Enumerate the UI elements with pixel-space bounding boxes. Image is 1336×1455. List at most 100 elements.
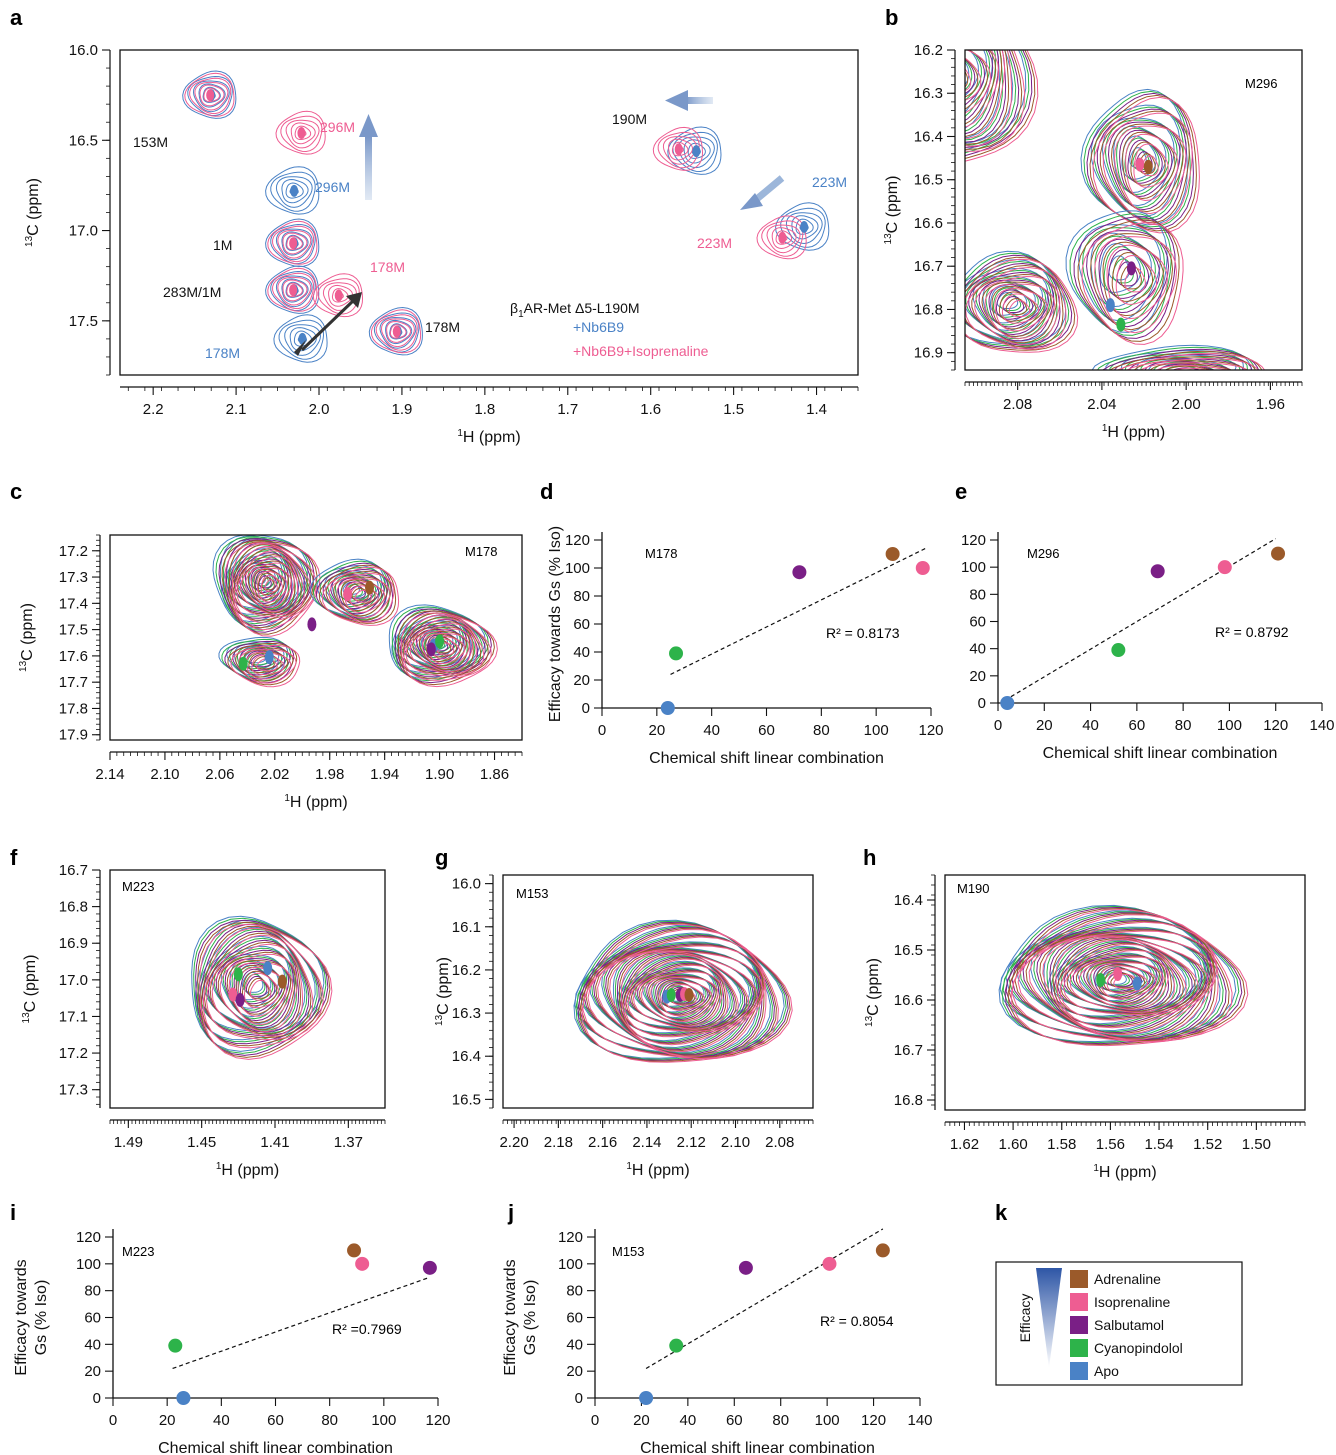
panel-f-apo-contour xyxy=(241,971,264,993)
panel-a-blue-contour xyxy=(785,212,823,245)
x-tick-label-f: 1.37 xyxy=(334,1134,363,1151)
point-e-adrenaline xyxy=(1271,546,1286,561)
x-tick-label-j: 40 xyxy=(680,1412,697,1429)
panel-b-isoprenaline-contour xyxy=(1106,244,1168,320)
panel-c-salbutamol-contour xyxy=(409,624,467,669)
marks-layer xyxy=(168,89,1286,1405)
panel-a-pink-contour xyxy=(294,125,312,140)
panel-b-adrenaline-contour xyxy=(1099,110,1190,224)
y-tick-label-h: 16.7 xyxy=(894,1042,923,1059)
panel-c-salbutamol-contour xyxy=(415,629,464,665)
panel-g-cyanopindolol-contour xyxy=(644,973,713,1020)
shift-arrow-178m xyxy=(300,298,356,352)
text-layer: a b c d e f g h i j k 2.2 2.1 2.0 1.9 1.8 1.7… xyxy=(10,5,1335,1455)
panel-b-adrenaline-contour xyxy=(1005,297,1028,315)
peak-f-adrenaline xyxy=(277,974,287,989)
panel-b-cyanopindolol-contour xyxy=(965,50,1017,146)
panel-a-pink-contour xyxy=(652,126,704,171)
panel-c-apo-contour xyxy=(342,581,360,595)
panel-f-apo-contour xyxy=(229,958,279,1009)
panel-a-pink-contour xyxy=(290,122,316,145)
panel-a-pink-contour xyxy=(328,284,353,307)
panel-b-salbutamol-contour xyxy=(968,271,1055,342)
peak-label: 296M xyxy=(320,119,355,135)
axes-layer xyxy=(92,49,1323,1406)
y-tick-label-b: 16.9 xyxy=(914,345,943,362)
r2-annotation-d: R² = 0.8173 xyxy=(826,625,900,641)
panel-b-salbutamol-contour xyxy=(1144,360,1232,370)
panel-b-apo-contour xyxy=(1078,224,1162,322)
y-axis-label-d: Efficacy towards Gs (% Iso) xyxy=(547,526,564,722)
panel-b-cyanopindolol-contour xyxy=(1094,235,1156,311)
point-e-isoprenaline xyxy=(1217,560,1232,575)
point-i-salbutamol xyxy=(422,1260,437,1275)
panel-label-f: f xyxy=(10,845,18,870)
y-tick-label-g: 16.3 xyxy=(452,1005,481,1022)
x-tick-label-d: 20 xyxy=(648,722,665,739)
panel-c-isoprenaline-contour xyxy=(245,562,295,613)
x-tick-label-h: 1.54 xyxy=(1144,1136,1173,1153)
x-tick-label-b: 1.96 xyxy=(1256,396,1285,413)
x-tick-label-c: 2.02 xyxy=(260,766,289,783)
panel-h-apo-contour xyxy=(1016,926,1205,1036)
panel-b-adrenaline-contour xyxy=(1182,369,1198,370)
panel-c-adrenaline-contour xyxy=(406,621,474,673)
panel-b-isoprenaline-contour xyxy=(1092,96,1200,234)
panel-b-isoprenaline-contour xyxy=(965,50,1000,128)
panel-b-cyanopindolol-contour xyxy=(965,50,1004,141)
panel-h-isoprenaline-contour xyxy=(1028,930,1217,1040)
panel-label-i: i xyxy=(10,1200,16,1225)
x-tick-label-g: 2.16 xyxy=(588,1134,617,1151)
panel-b-cyanopindolol-contour xyxy=(965,50,991,118)
panel-b-isoprenaline-contour xyxy=(1140,362,1249,370)
plot-frame-a xyxy=(119,49,859,376)
panel-title-i: M223 xyxy=(122,1244,155,1259)
panel-h-salbutamol-contour xyxy=(1072,954,1163,1008)
x-tick-label-j: 80 xyxy=(772,1412,789,1429)
point-e-salbutamol xyxy=(1150,564,1165,579)
panel-a-blue-contour xyxy=(275,176,313,208)
x-tick-label-h: 1.60 xyxy=(999,1136,1028,1153)
shift-arrow-223m-head xyxy=(740,193,763,210)
panel-b-apo-contour xyxy=(965,267,1049,338)
panel-b-adrenaline-contour xyxy=(1109,350,1263,370)
shift-arrow-178m-head xyxy=(346,292,362,308)
panel-a-pink-contour xyxy=(285,119,320,149)
peak-label: 223M xyxy=(697,235,732,251)
panel-b-cyanopindolol-contour xyxy=(965,50,1030,154)
panel-b-isoprenaline-contour xyxy=(965,50,1006,139)
peak-c-salbutamol xyxy=(307,617,317,632)
panel-b-isoprenaline-contour xyxy=(965,50,1039,162)
panel-a-pink-contour xyxy=(277,276,312,306)
x-tick-label-a: 2.0 xyxy=(309,401,330,418)
panel-b-adrenaline-contour xyxy=(1120,264,1142,290)
panel-b-adrenaline-contour xyxy=(971,273,1058,344)
panel-a-blue-contour xyxy=(368,306,423,356)
panel-a-blue-contour xyxy=(683,139,711,164)
panel-a-peak-blue xyxy=(800,220,809,233)
panel-a-peak-blue xyxy=(290,184,299,197)
y-tick-label-j: 120 xyxy=(558,1229,583,1246)
panel-a-pink-contour xyxy=(203,87,220,103)
panel-b-cyanopindolol-contour xyxy=(975,277,1047,334)
panel-c-adrenaline-contour xyxy=(247,565,289,606)
panel-c-isoprenaline-contour xyxy=(336,578,391,619)
fit-line-j xyxy=(645,1228,884,1370)
x-axis-label-b: 1H (ppm) xyxy=(1102,423,1165,441)
peak-label: 283M/1M xyxy=(163,284,221,300)
peak-label: 1M xyxy=(213,237,232,253)
panel-b-apo-contour xyxy=(972,275,1044,332)
y-axis-label-i: Efficacy towards Gs (% Iso) xyxy=(13,1259,50,1375)
legend-swatch-cyanopindolol xyxy=(1070,1339,1088,1357)
x-tick-label-d: 60 xyxy=(758,722,775,739)
panel-f-apo-contour xyxy=(211,945,290,1024)
panel-c-adrenaline-contour xyxy=(318,564,397,624)
panel-c-apo-contour xyxy=(227,548,287,608)
point-j-adrenaline xyxy=(875,1243,890,1258)
panel-h-isoprenaline-contour xyxy=(1063,943,1187,1016)
panel-f-isoprenaline-contour xyxy=(205,934,314,1041)
y-tick-label-f: 16.7 xyxy=(59,862,88,879)
panel-b-isoprenaline-contour xyxy=(1102,112,1193,226)
y-tick-label-h: 16.6 xyxy=(894,992,923,1009)
x-tick-label-i: 20 xyxy=(159,1412,176,1429)
